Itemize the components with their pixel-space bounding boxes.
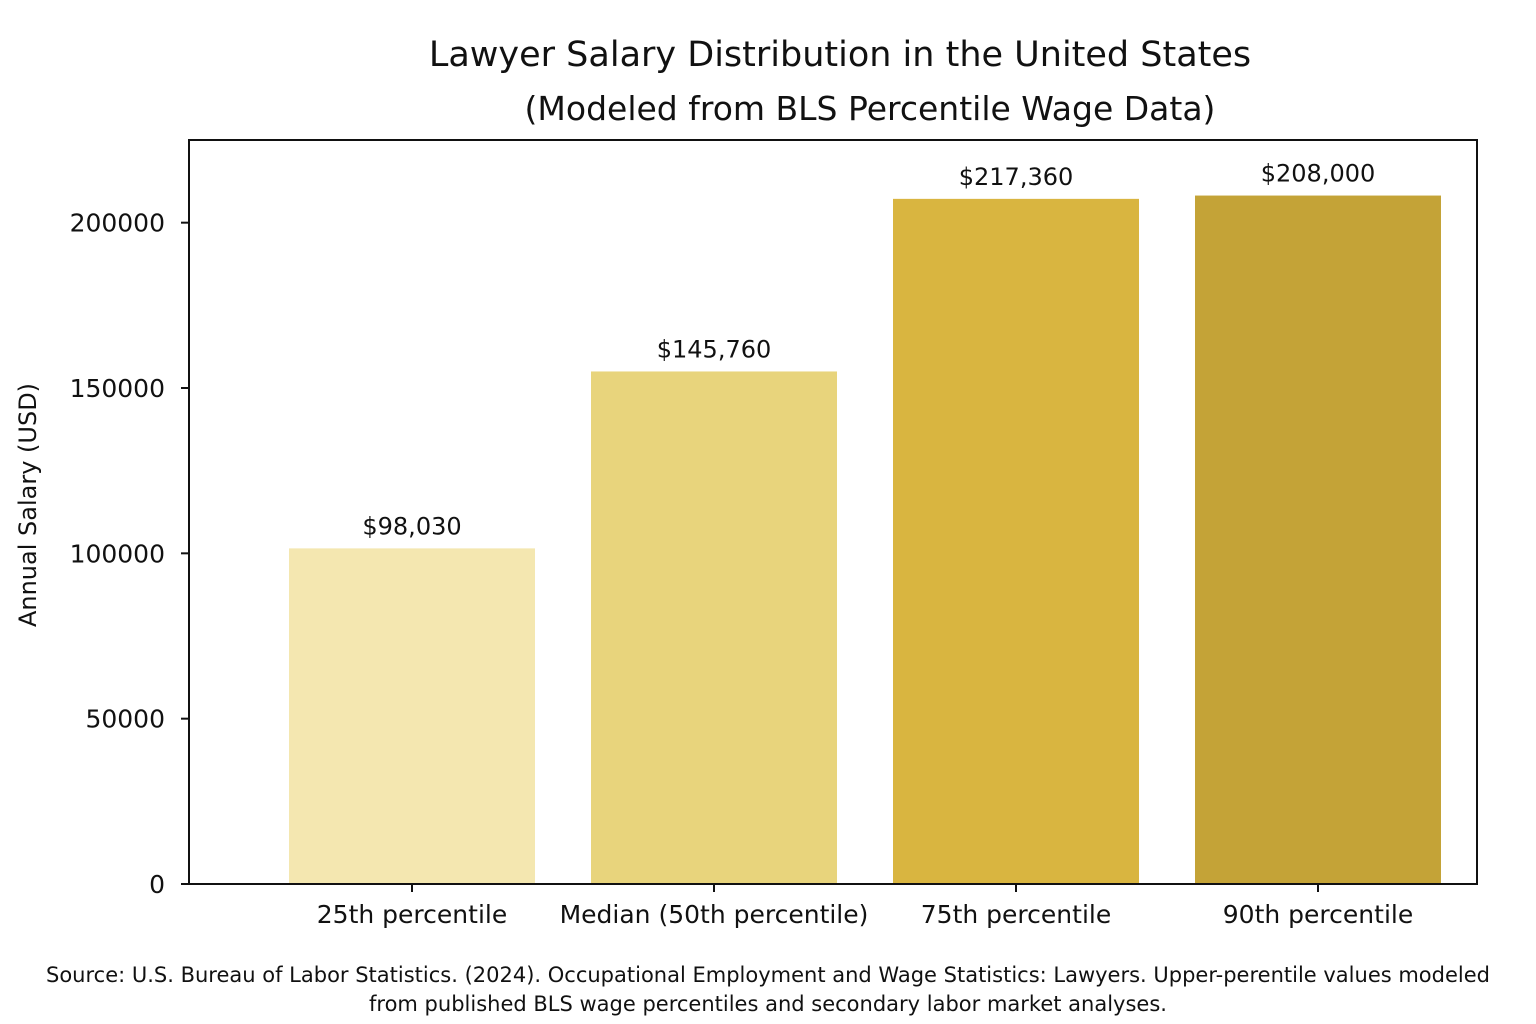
x-tick-label: 25th percentile bbox=[317, 900, 507, 929]
y-tick-label: 200000 bbox=[70, 209, 165, 238]
x-axis: 25th percentile Median (50th percentile) 7… bbox=[317, 884, 1413, 929]
plot-frame bbox=[188, 139, 1478, 885]
bar-value-label: $98,030 bbox=[362, 512, 461, 540]
y-axis-label: Annual Salary (USD) bbox=[14, 383, 42, 627]
bars-layer: $98,030 $145,760 $217,360 $208,000 bbox=[289, 160, 1441, 885]
bar-3 bbox=[893, 198, 1139, 885]
chart-subtitle: (Modeled from BLS Percentile Wage Data) bbox=[525, 89, 1216, 128]
y-tick-label: 0 bbox=[149, 870, 165, 899]
source-note: Source: U.S. Bureau of Labor Statistics.… bbox=[45, 963, 1490, 1016]
bar-value-label: $208,000 bbox=[1261, 160, 1376, 188]
bar-1 bbox=[289, 548, 535, 884]
bar-2 bbox=[591, 371, 837, 884]
y-axis: 0 50000 100000 150000 200000 bbox=[70, 209, 189, 899]
y-tick-label: 150000 bbox=[70, 374, 165, 403]
x-tick-label: 90th percentile bbox=[1223, 900, 1413, 929]
bar-value-label: $145,760 bbox=[657, 335, 772, 363]
x-tick-label: 75th percentile bbox=[921, 900, 1111, 929]
bar-4 bbox=[1195, 195, 1441, 884]
bar-value-label: $217,360 bbox=[959, 163, 1074, 191]
x-tick-label: Median (50th percentile) bbox=[560, 900, 869, 929]
chart-title: Lawyer Salary Distribution in the United… bbox=[429, 35, 1251, 75]
y-tick-label: 100000 bbox=[70, 539, 165, 568]
y-tick-label: 50000 bbox=[85, 705, 165, 734]
